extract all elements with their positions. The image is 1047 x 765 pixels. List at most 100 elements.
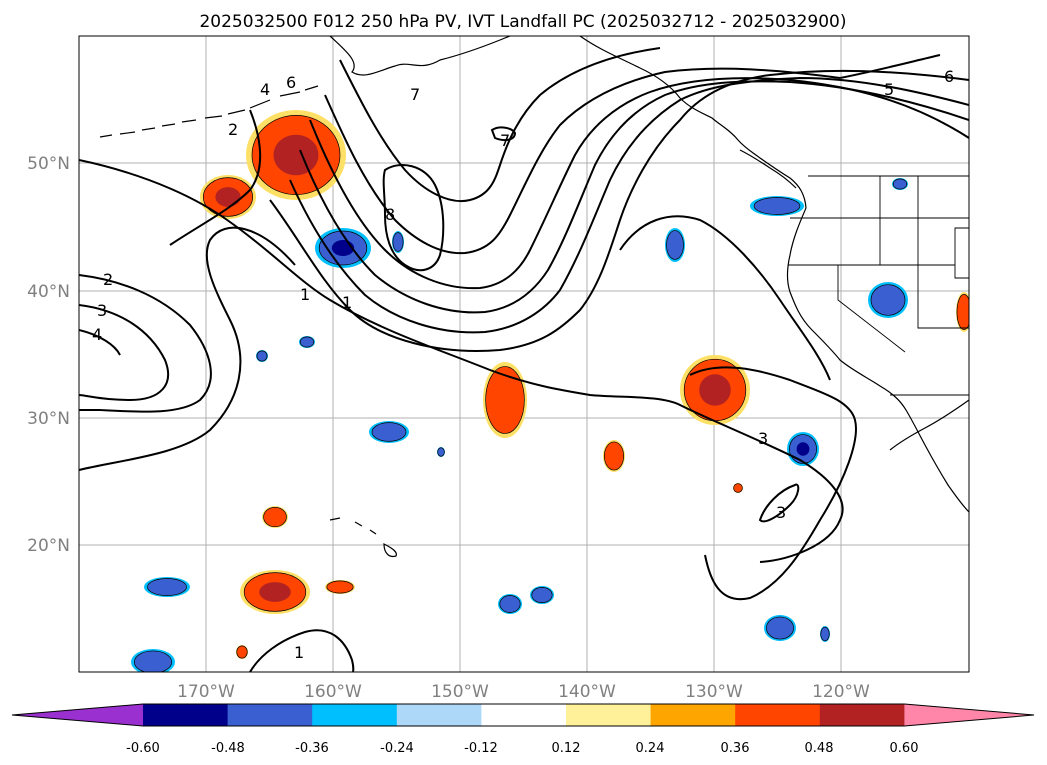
pv-neg-small-d-layer-1 [256, 350, 268, 362]
contour-4b [299, 80, 969, 314]
contour-label-3: 3 [97, 301, 107, 320]
colorbar-segment-6 [566, 704, 652, 726]
lat-label-40n: 40°N [27, 282, 70, 302]
map-background [79, 36, 969, 672]
pv-neg-nevada-layer-1 [870, 284, 906, 316]
pv-pos-offshore-ca-layer-2 [699, 374, 731, 406]
colorbar-extension-low [12, 704, 143, 726]
colorbar-segment-7 [650, 704, 736, 726]
baja-gulf-coast [889, 399, 969, 451]
pv-shading [131, 110, 969, 672]
contour-label-7: 7 [410, 85, 420, 104]
pv-pos-hawaii-sw [325, 580, 355, 594]
colorbar-segment-3 [312, 704, 398, 726]
pv-neg-central-north [315, 228, 371, 268]
lon-label-160w: 160°W [304, 682, 362, 702]
pv-neg-south-a-layer-1 [499, 595, 521, 613]
figure-title: 2025032500 F012 250 hPa PV, IVT Landfall… [199, 12, 846, 32]
contour-4 [79, 329, 121, 356]
pv-pos-central-pacific-layer-1 [485, 366, 525, 434]
pv-neg-south-b-layer-1 [531, 586, 553, 603]
colorbar-label-neg024: -0.24 [380, 741, 414, 756]
pv-neg-south-b [530, 586, 554, 604]
pv-pos-hawaii-west-layer-2 [259, 582, 291, 602]
lon-label-130w: 130°W [685, 682, 743, 702]
west-coast-us [786, 207, 969, 513]
colorbar-label-neg036: -0.36 [295, 741, 329, 756]
colorbar-segment-9 [819, 704, 905, 726]
colorbar-tick-labels: -0.60 -0.48 -0.36 -0.24 -0.12 0.12 0.24 … [126, 741, 918, 756]
contour-5 [309, 77, 969, 290]
pv-pos-hawaii-sw-layer-1 [326, 580, 354, 594]
vancouver-island [739, 149, 797, 189]
contour-label-1: 1 [300, 285, 310, 304]
contour-label-3c: 3 [758, 429, 768, 448]
hawaii-islands [329, 517, 397, 558]
colorbar-label-neg048: -0.48 [211, 741, 245, 756]
coastlines [99, 36, 969, 558]
pv-neg-central-south-layer-1 [371, 422, 407, 442]
pv-pos-east-edge-layer-1 [956, 294, 969, 330]
pv-pos-subtropics-a-layer-1 [603, 441, 625, 471]
colorbar-outline [11, 703, 1035, 727]
pv-neg-small-d [256, 350, 268, 362]
contour-1 [79, 159, 844, 563]
pv-pos-east-edge [956, 292, 969, 332]
alaska-coast [329, 36, 511, 76]
contour-label-1b: 2 [228, 120, 238, 139]
contour-7b [490, 126, 517, 142]
pv-pos-gulf-alaska [246, 110, 346, 200]
contour-label-6b: 6 [944, 67, 954, 86]
colorbar-label-024: 0.24 [636, 741, 665, 756]
pv-neg-south-d [820, 626, 830, 642]
colorbar [11, 703, 1035, 727]
contour-label-3d: 3 [776, 503, 786, 522]
pv-neg-sw-pacific [144, 577, 190, 597]
colorbar-extension-high [904, 704, 1034, 726]
contour-labels: 2 3 4 1 1 2 4 6 7 7 8 5 6 3 3 1 [92, 67, 954, 662]
pv-neg-small-e [299, 336, 315, 348]
colorbar-label-neg060: -0.60 [126, 741, 160, 756]
contour-ring-a [619, 215, 831, 381]
pv-contours [79, 47, 969, 672]
pv-pos-hawaii-north-layer-1 [263, 506, 287, 528]
contour-3d [758, 483, 800, 523]
lon-label-170w: 170°W [177, 682, 235, 702]
latitude-labels: 50°N 40°N 30°N 20°N [27, 154, 70, 556]
pv-neg-central-north-b-layer-1 [392, 232, 404, 252]
lat-label-20n: 20°N [27, 536, 70, 556]
contour-label-2: 2 [103, 270, 113, 289]
colorbar-label-048: 0.48 [805, 741, 834, 756]
contour-2 [79, 274, 212, 413]
contour-6 [324, 67, 841, 255]
pv-pos-west-aleutian-layer-2 [215, 187, 241, 207]
pv-neg-southwest [131, 649, 175, 672]
pv-neg-central-north-b [392, 231, 404, 253]
pv-neg-baja-layer-2 [796, 442, 810, 456]
pv-pos-gulf-alaska-layer-2 [273, 134, 319, 176]
contour-8 [382, 164, 445, 272]
colorbar-label-060: 0.60 [890, 741, 919, 756]
contour-1d [249, 629, 355, 672]
pv-neg-idaho [892, 178, 908, 190]
map-panel: 2 3 4 1 1 2 4 6 7 7 8 5 6 3 3 1 [78, 35, 970, 673]
pv-neg-small-c-layer-1 [437, 447, 445, 457]
contour-label-2b: 1 [342, 293, 352, 312]
pv-neg-south-d-layer-1 [820, 626, 830, 642]
aleutian-arc [99, 85, 319, 138]
pv-neg-south-a [498, 594, 522, 614]
contour-label-1c: 1 [294, 643, 304, 662]
contour-1c [169, 109, 262, 246]
state-border-utah [954, 227, 969, 279]
pv-pos-subtropics-a [603, 440, 625, 472]
pv-neg-southwest-layer-1 [133, 650, 173, 672]
colorbar-label-neg012: -0.12 [464, 741, 498, 756]
lat-label-30n: 30°N [27, 409, 70, 429]
contour-3 [79, 304, 170, 402]
contour-6b [839, 54, 941, 79]
pv-neg-south-c [764, 615, 796, 641]
contour-3b [289, 76, 969, 334]
longitude-labels: 170°W 160°W 150°W 140°W 130°W 120°W [177, 682, 870, 702]
pv-pos-small-b [733, 483, 743, 493]
